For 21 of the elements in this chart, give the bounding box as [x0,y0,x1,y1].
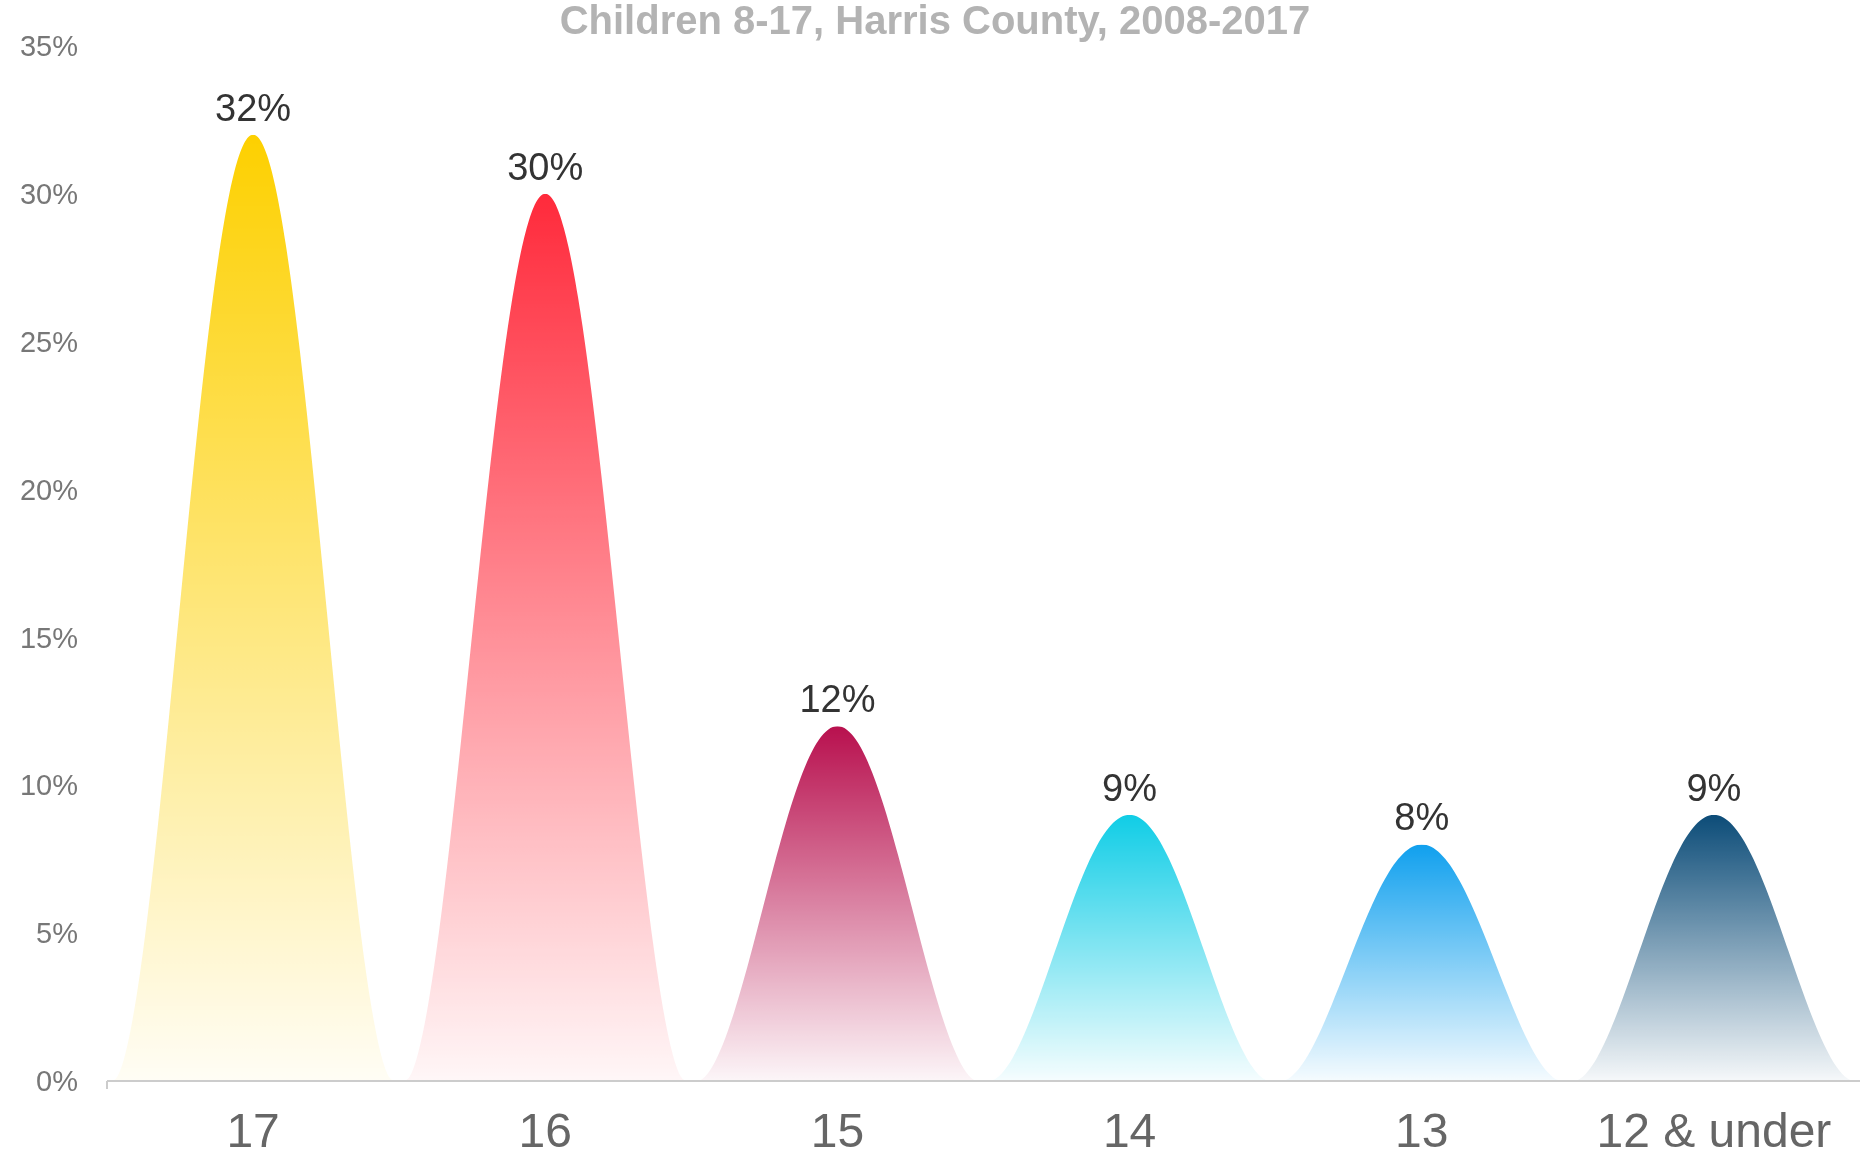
y-tick-label: 35% [19,30,78,63]
x-tick-label: 15 [810,1104,865,1157]
y-tick-label: 25% [19,325,78,358]
y-tick-label: 10% [19,769,78,802]
y-tick-label: 20% [19,473,78,506]
x-tick-label: 14 [1102,1104,1157,1157]
chart-title: Children 8-17, Harris County, 2008-2017 [559,0,1311,42]
y-tick-label: 15% [19,621,78,654]
data-label: 9% [1686,766,1742,809]
data-label: 32% [215,86,292,129]
y-tick-label: 30% [19,178,78,211]
x-tick-label: 12 & under [1596,1104,1832,1157]
data-label: 9% [1102,766,1158,809]
y-tick-label: 0% [36,1065,78,1098]
data-label: 8% [1394,796,1450,839]
data-label: 12% [799,678,876,721]
y-tick-label: 5% [36,917,78,950]
x-tick-label: 13 [1395,1104,1449,1157]
x-tick-label: 17 [226,1104,280,1157]
data-label: 30% [507,145,584,188]
x-tick-label: 16 [518,1104,572,1157]
